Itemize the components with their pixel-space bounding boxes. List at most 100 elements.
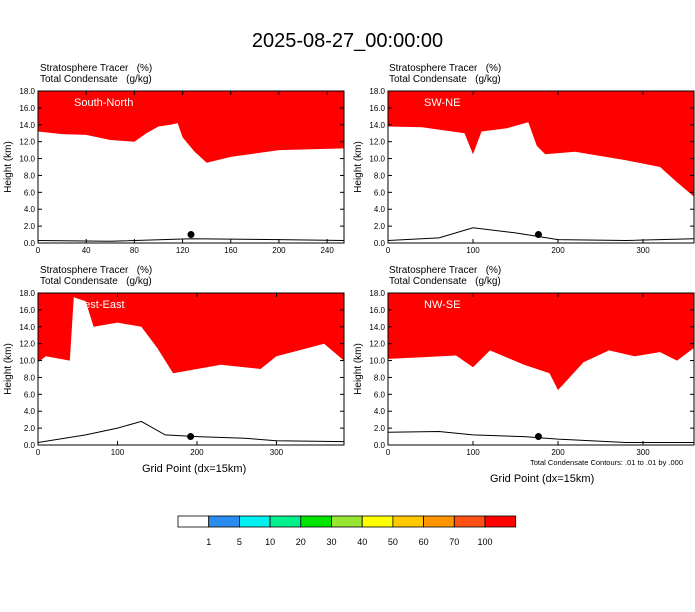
x-tick-label: 100 <box>466 246 480 255</box>
y-tick-label: 6.0 <box>24 390 36 399</box>
tracer-band <box>388 91 694 197</box>
colorbar-label: 10 <box>265 537 275 547</box>
y-tick-label: 4.0 <box>24 407 36 416</box>
cross-section-west-east: West-East 0.0 2.0 4.0 6.0 8.0 10.0 12.0 14.0 16.0… <box>3 289 345 457</box>
y-tick-label: 2.0 <box>24 424 36 433</box>
plot-area <box>388 91 694 243</box>
section-label: SW-NE <box>424 97 460 109</box>
terrain-line <box>388 227 694 242</box>
y-tick-label: 2.0 <box>374 222 386 231</box>
colorbar-swatch <box>484 515 517 528</box>
figure-title: 2025-08-27_00:00:00 <box>251 30 444 52</box>
location-marker <box>187 433 195 441</box>
x-tick-label: 0 <box>36 448 41 457</box>
x-tick-label: 300 <box>636 246 650 255</box>
y-tick-label: 6.0 <box>374 188 386 197</box>
plot-frame <box>387 292 695 446</box>
plot-frame <box>387 90 695 244</box>
colorbar-swatch <box>269 515 302 528</box>
x-tick-label: 40 <box>82 246 91 255</box>
y-tick-label: 16.0 <box>19 104 35 113</box>
y-tick-label: 18.0 <box>369 289 385 298</box>
location-marker <box>534 433 542 441</box>
y-tick-label: 4.0 <box>24 205 36 214</box>
colorbar: 1 5 10 20 30 40 50 60 70 100 <box>177 515 517 547</box>
y-tick-label: 12.0 <box>369 340 385 349</box>
colorbar-swatch <box>423 515 455 528</box>
panel-header: Stratosphere Tracer (%) Total Condensate… <box>40 63 152 85</box>
x-tick-label: 300 <box>270 448 284 457</box>
colorbar-label: 100 <box>477 537 492 547</box>
colorbar-label: 60 <box>419 537 429 547</box>
x-tick-label: 0 <box>386 448 391 457</box>
y-tick-label: 16.0 <box>369 306 385 315</box>
plot-area <box>388 293 694 445</box>
x-tick-label: 120 <box>176 246 190 255</box>
colorbar-label: 50 <box>388 537 398 547</box>
y-tick-label: 16.0 <box>19 306 35 315</box>
y-tick-label: 2.0 <box>374 424 386 433</box>
colorbar-swatch <box>208 515 240 528</box>
x-axis-label: Grid Point (dx=15km) <box>142 463 247 475</box>
y-tick-label: 10.0 <box>19 357 35 366</box>
cross-section-sw-ne: SW-NE 0.0 2.0 4.0 6.0 8.0 10.0 12.0 14.0 16.0 18.0… <box>353 87 695 255</box>
x-tick-label: 0 <box>386 246 391 255</box>
section-label: West-East <box>74 299 125 311</box>
colorbar-swatch <box>331 515 363 528</box>
plot-frame <box>37 90 345 244</box>
tracer-band <box>38 293 344 374</box>
cross-section-south-north: South-North 0.0 2.0 4.0 6.0 8.0 10.0 12.0 14.0 16… <box>3 87 345 255</box>
colorbar-swatch <box>392 515 424 528</box>
y-tick-label: 14.0 <box>19 323 35 332</box>
y-tick-label: 14.0 <box>19 121 35 130</box>
y-tick-label: 10.0 <box>19 155 35 164</box>
y-axis-label: Height (km) <box>3 141 14 193</box>
x-tick-label: 240 <box>320 246 334 255</box>
y-tick-label: 4.0 <box>374 407 386 416</box>
y-tick-label: 10.0 <box>369 155 385 164</box>
x-tick-label: 160 <box>224 246 238 255</box>
colorbar-label: 5 <box>237 537 242 547</box>
colorbar-label: 40 <box>357 537 367 547</box>
header-line-tracer: Stratosphere Tracer (%) <box>389 265 502 276</box>
x-tick-label: 80 <box>130 246 139 255</box>
contour-note: Total Condensate Contours: .01 to .01 by… <box>530 458 684 467</box>
y-tick-label: 18.0 <box>369 87 385 96</box>
x-tick-label: 100 <box>111 448 125 457</box>
header-line-tracer: Stratosphere Tracer (%) <box>389 63 502 74</box>
y-tick-label: 18.0 <box>19 87 35 96</box>
colorbar-swatch <box>453 515 486 528</box>
y-tick-label: 14.0 <box>369 323 385 332</box>
y-tick-label: 8.0 <box>374 373 386 382</box>
location-marker <box>187 231 195 239</box>
header-line-condensate: Total Condensate (g/kg) <box>40 276 152 287</box>
tracer-band <box>388 293 694 391</box>
y-axis-label: Height (km) <box>3 343 14 395</box>
colorbar-label: 30 <box>326 537 336 547</box>
x-tick-label: 200 <box>551 246 565 255</box>
x-tick-label: 300 <box>636 448 650 457</box>
plot-area <box>38 91 344 243</box>
y-tick-label: 8.0 <box>374 171 386 180</box>
y-tick-label: 0.0 <box>374 441 386 450</box>
section-label: NW-SE <box>424 299 460 311</box>
y-tick-label: 6.0 <box>24 188 36 197</box>
y-tick-label: 12.0 <box>369 138 385 147</box>
plot-area <box>38 293 344 445</box>
x-tick-label: 0 <box>36 246 41 255</box>
x-tick-label: 200 <box>272 246 286 255</box>
header-line-tracer: Stratosphere Tracer (%) <box>40 63 153 74</box>
tracer-band <box>38 91 344 163</box>
x-tick-label: 200 <box>551 448 565 457</box>
y-tick-label: 0.0 <box>374 239 386 248</box>
colorbar-label: 20 <box>296 537 306 547</box>
x-tick-label: 100 <box>466 448 480 457</box>
y-tick-label: 16.0 <box>369 104 385 113</box>
panel-header: Stratosphere Tracer (%) Total Condensate… <box>389 265 501 287</box>
y-tick-label: 10.0 <box>369 357 385 366</box>
location-marker <box>534 231 542 239</box>
panel-header: Stratosphere Tracer (%) Total Condensate… <box>40 265 152 287</box>
header-line-tracer: Stratosphere Tracer (%) <box>40 265 153 276</box>
y-tick-label: 8.0 <box>24 373 36 382</box>
y-tick-label: 2.0 <box>24 222 36 231</box>
